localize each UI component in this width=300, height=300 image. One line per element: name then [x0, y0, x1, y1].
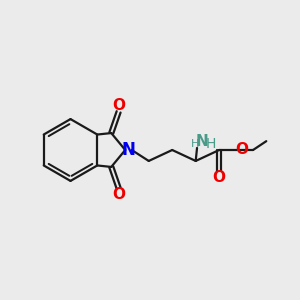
Text: O: O [236, 142, 249, 158]
Text: O: O [112, 187, 125, 202]
Text: O: O [213, 170, 226, 185]
Text: H: H [206, 136, 216, 151]
Text: H: H [191, 139, 199, 148]
Text: N: N [122, 141, 136, 159]
Text: O: O [112, 98, 125, 113]
Text: N: N [196, 134, 208, 149]
